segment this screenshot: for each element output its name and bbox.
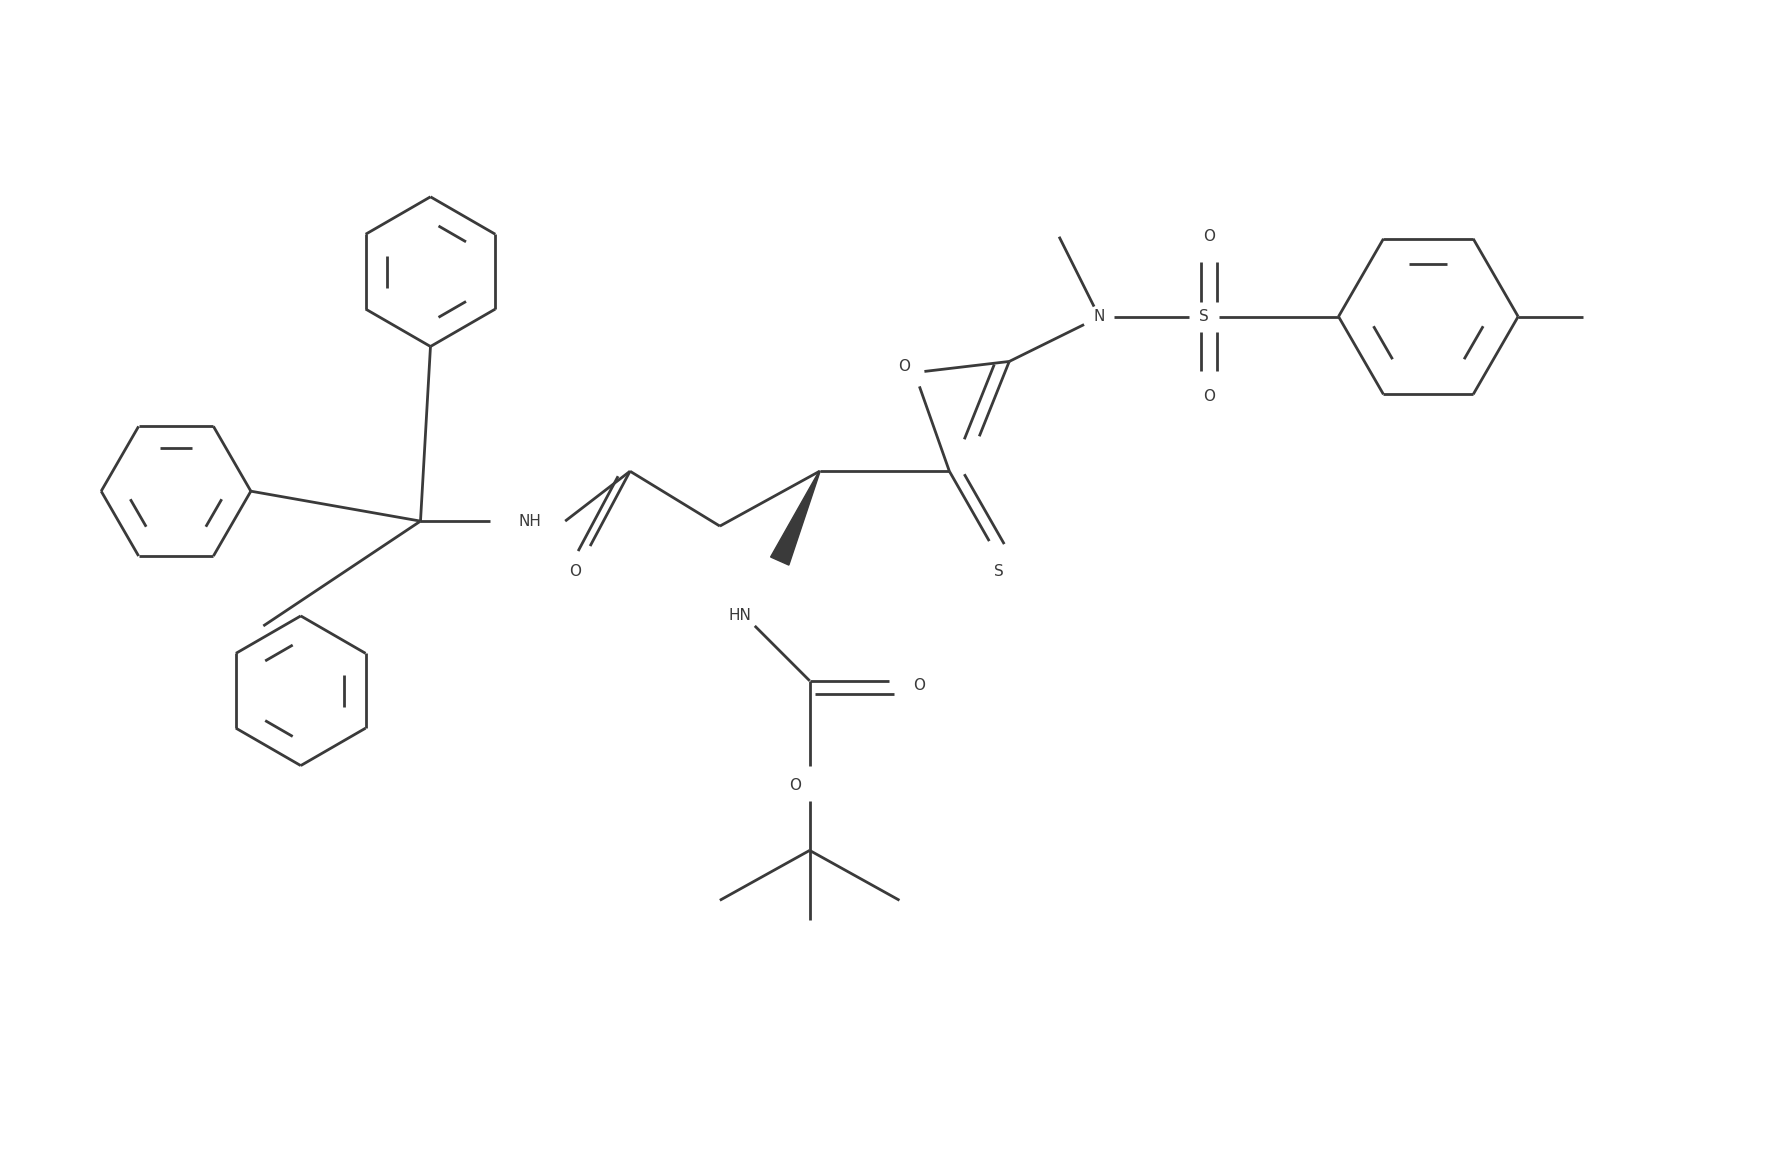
- Text: HN: HN: [729, 608, 752, 623]
- Text: N: N: [1093, 309, 1104, 324]
- Text: O: O: [1203, 389, 1215, 404]
- Text: O: O: [570, 563, 582, 578]
- Text: O: O: [913, 679, 925, 694]
- Polygon shape: [771, 471, 821, 566]
- Text: NH: NH: [518, 514, 541, 529]
- Text: O: O: [789, 778, 801, 793]
- Text: O: O: [899, 359, 911, 374]
- Text: O: O: [1203, 229, 1215, 244]
- Text: S: S: [1199, 309, 1208, 324]
- Text: S: S: [994, 563, 1005, 578]
